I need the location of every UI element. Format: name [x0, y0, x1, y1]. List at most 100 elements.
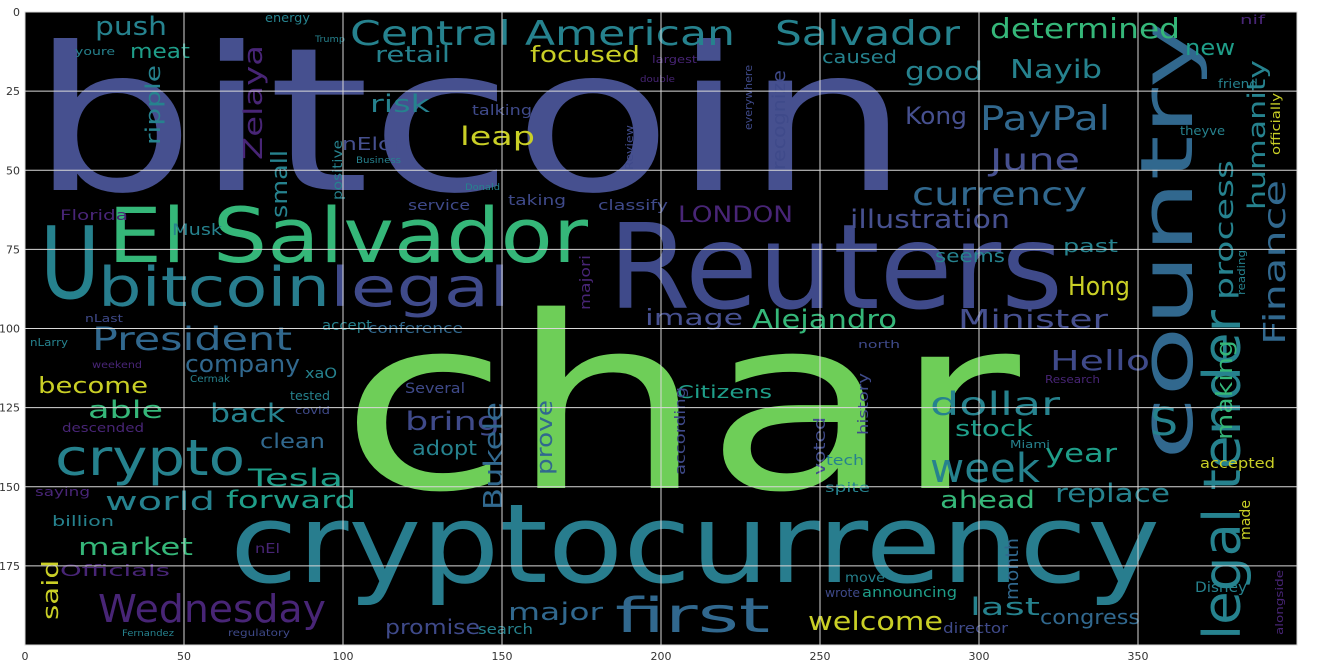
- word-minister: Minister: [958, 305, 1108, 335]
- word-review: Review: [623, 125, 636, 170]
- word-risk: risk: [370, 90, 430, 118]
- word-classify: classify: [598, 198, 668, 214]
- word-legal: legal: [330, 256, 510, 319]
- x-axis-ticks: 0 50 100 150 200 250 300 350: [22, 650, 1149, 663]
- word-largest: largest: [652, 53, 698, 66]
- x-tick-label: 100: [333, 650, 354, 663]
- word-taking: taking: [508, 193, 566, 209]
- word-cryptocurrency: cryptocurrency: [230, 480, 1160, 608]
- word-month: month: [1002, 538, 1023, 600]
- word-north: north: [858, 338, 900, 351]
- word-friend: friend: [1218, 77, 1258, 91]
- word-nlarry: nLarry: [30, 336, 69, 349]
- word-announcing: announcing: [862, 585, 957, 601]
- word-officially: officially: [1269, 93, 1283, 155]
- word-london: LONDON: [678, 203, 793, 228]
- word-descended: descended: [62, 421, 144, 435]
- word-small: small: [268, 150, 293, 218]
- word-accepted: accepted: [1200, 456, 1275, 472]
- word-business: Business: [356, 156, 401, 166]
- word-determined: determined: [990, 12, 1180, 45]
- x-tick-label: 0: [22, 650, 29, 663]
- word-june: June: [987, 143, 1080, 178]
- word-good: good: [905, 57, 983, 87]
- word-musk: Musk: [172, 220, 223, 239]
- word-el-salvador: El Salvador: [108, 191, 589, 280]
- word-made: made: [1238, 500, 1254, 540]
- word-promise: promise: [385, 615, 480, 639]
- word-director: director: [943, 621, 1008, 637]
- word-ripple: ripple: [141, 65, 165, 145]
- word-clean: clean: [260, 429, 325, 453]
- word-officials: Officials: [60, 561, 170, 580]
- word-regulatory: regulatory: [228, 628, 290, 639]
- word-retail: retail: [375, 43, 450, 68]
- y-tick-label: 50: [6, 164, 20, 177]
- word-fernandez: Fernandez: [122, 629, 174, 639]
- word-replace: replace: [1055, 479, 1170, 509]
- word-char: char: [340, 265, 1020, 545]
- plot-frame: [24, 11, 1298, 646]
- word-first: first: [615, 588, 770, 644]
- word-leap: leap: [460, 122, 535, 152]
- word-meat: meat: [130, 39, 190, 63]
- word-according: according: [673, 387, 689, 475]
- word-ahead: ahead: [940, 486, 1035, 514]
- word-tesla: Tesla: [246, 464, 343, 492]
- word-reading: reading: [1235, 250, 1248, 295]
- word-seems: seems: [935, 246, 1005, 267]
- word-adopt: adopt: [412, 436, 477, 460]
- word-history: history: [856, 373, 872, 435]
- word-donald: Donald: [465, 183, 500, 193]
- word-zelaya: Zelaya: [239, 45, 269, 160]
- word-double: double: [640, 75, 676, 85]
- word-able: able: [88, 396, 163, 424]
- word-become: become: [38, 374, 148, 399]
- word-currency: currency: [912, 175, 1087, 213]
- word-saying: saying: [35, 485, 90, 499]
- word-illustration: illustration: [850, 205, 1010, 235]
- word-energy: energy: [265, 11, 310, 25]
- word-accept: accept: [322, 318, 373, 334]
- word-crypto: crypto: [55, 429, 245, 487]
- word-youre: youre: [75, 45, 115, 58]
- word-past: past: [1063, 236, 1118, 257]
- word-bitcoin-large: bitcoin: [30, 5, 910, 238]
- word-central-american: Central American: [350, 14, 735, 54]
- word-cloud: bitcoin Reuters country El Salvador U bi…: [30, 5, 1293, 644]
- word-recognize: recognize: [769, 70, 790, 170]
- word-president: President: [92, 320, 292, 358]
- word-majori: majori: [578, 255, 594, 310]
- y-axis-ticks: 0 25 50 75 100 125 150 175: [0, 6, 20, 573]
- y-tick-label: 175: [0, 560, 20, 573]
- word-alejandro: Alejandro: [752, 305, 897, 335]
- word-finance: Finance: [1258, 180, 1293, 345]
- word-focused: focused: [530, 43, 640, 68]
- word-push: push: [95, 12, 167, 42]
- word-move: move: [845, 571, 885, 586]
- word-tested: tested: [290, 389, 330, 403]
- word-hello: Hello: [1050, 344, 1150, 377]
- word-nayib: Nayib: [1010, 55, 1102, 85]
- word-several: Several: [405, 381, 465, 397]
- word-nelon: nElon: [342, 134, 407, 155]
- word-humanity: humanity: [1243, 60, 1271, 210]
- word-image: image: [645, 306, 743, 331]
- word-wednesday: Wednesday: [98, 587, 326, 631]
- word-making: making: [1213, 340, 1238, 440]
- word-wrote: wrote: [825, 586, 860, 600]
- word-country: country: [1125, 20, 1209, 460]
- word-paypal: PayPal: [980, 99, 1110, 139]
- x-tick-label: 50: [177, 650, 191, 663]
- x-tick-label: 250: [810, 650, 831, 663]
- word-major: major: [508, 598, 603, 626]
- x-tick-label: 150: [492, 650, 513, 663]
- grid-lines: [24, 11, 1298, 646]
- word-bitcoin-medium: bitcoin: [98, 256, 330, 319]
- word-caused: caused: [822, 47, 897, 68]
- y-tick-label: 0: [13, 6, 20, 19]
- word-disney: Disney: [1195, 580, 1247, 596]
- word-theyve: theyve: [1180, 124, 1225, 138]
- plot-area: bitcoin Reuters country El Salvador U bi…: [24, 5, 1298, 646]
- y-tick-label: 25: [6, 85, 20, 98]
